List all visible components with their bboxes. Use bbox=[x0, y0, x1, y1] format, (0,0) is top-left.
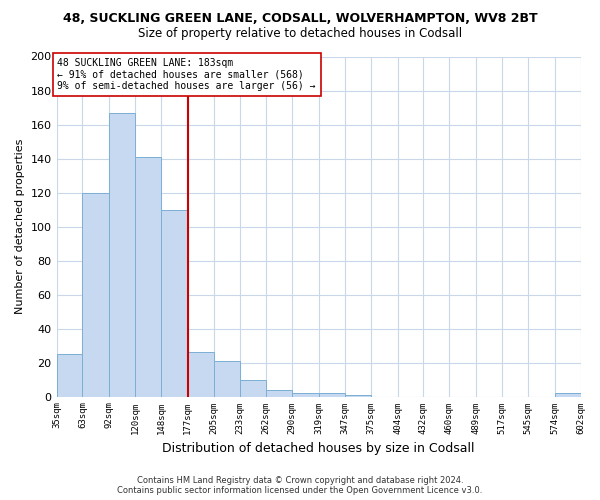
Bar bbox=[239, 380, 266, 396]
X-axis label: Distribution of detached houses by size in Codsall: Distribution of detached houses by size … bbox=[162, 442, 475, 455]
Bar bbox=[554, 393, 581, 396]
Bar bbox=[214, 361, 239, 396]
Text: 48 SUCKLING GREEN LANE: 183sqm
← 91% of detached houses are smaller (568)
9% of : 48 SUCKLING GREEN LANE: 183sqm ← 91% of … bbox=[58, 58, 316, 92]
Bar bbox=[135, 157, 161, 396]
Bar bbox=[266, 390, 292, 396]
Text: Size of property relative to detached houses in Codsall: Size of property relative to detached ho… bbox=[138, 28, 462, 40]
Text: Contains HM Land Registry data © Crown copyright and database right 2024.
Contai: Contains HM Land Registry data © Crown c… bbox=[118, 476, 482, 495]
Bar bbox=[345, 395, 371, 396]
Bar bbox=[82, 192, 109, 396]
Bar bbox=[161, 210, 188, 396]
Bar bbox=[109, 112, 135, 397]
Bar bbox=[319, 393, 345, 396]
Y-axis label: Number of detached properties: Number of detached properties bbox=[15, 139, 25, 314]
Text: 48, SUCKLING GREEN LANE, CODSALL, WOLVERHAMPTON, WV8 2BT: 48, SUCKLING GREEN LANE, CODSALL, WOLVER… bbox=[62, 12, 538, 26]
Bar bbox=[292, 393, 319, 396]
Bar bbox=[188, 352, 214, 397]
Bar bbox=[56, 354, 82, 397]
